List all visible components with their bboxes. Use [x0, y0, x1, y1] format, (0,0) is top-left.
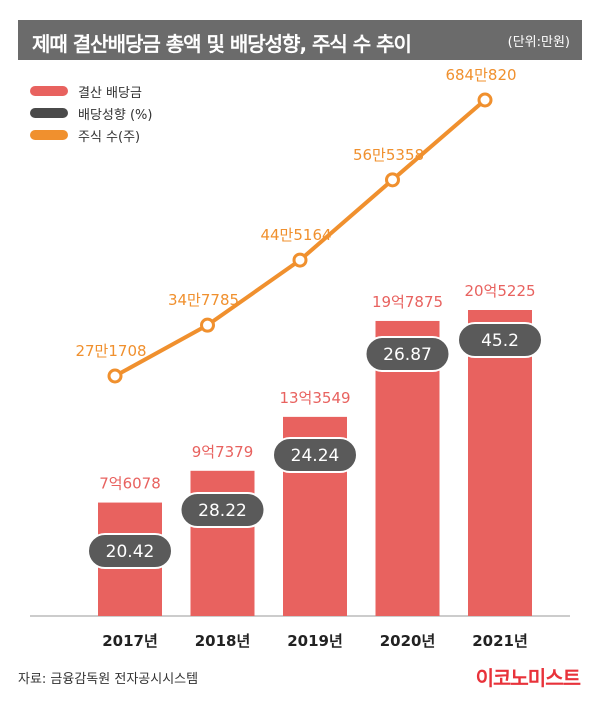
legend-swatch-payout [30, 108, 68, 118]
dividend-value-label: 19억7875 [372, 293, 443, 311]
payout-value-label: 26.87 [383, 345, 432, 365]
x-tick-label: 2018년 [195, 632, 251, 650]
legend-item-payout: 배당성향 (%) [30, 102, 152, 124]
payout-badge [364, 336, 451, 372]
legend-label-dividend: 결산 배당금 [78, 85, 142, 101]
payout-value-label: 28.22 [198, 501, 247, 521]
brand-logo: 이코노미스트 [475, 666, 581, 690]
payout-value-label: 45.2 [481, 331, 519, 351]
dividend-bar [468, 310, 532, 616]
shares-value-label: 684만820 [445, 66, 516, 84]
legend-label-payout: 배당성향 (%) [78, 107, 153, 123]
payout-badge [87, 533, 173, 569]
legend-item-shares: 주식 수(주) [30, 124, 152, 146]
dividend-value-label: 20억5225 [464, 282, 535, 300]
payout-badge [179, 492, 266, 528]
shares-point [477, 92, 493, 108]
x-tick-label: 2021년 [472, 632, 528, 650]
payout-badge [272, 437, 358, 473]
dividend-value-label: 7억6078 [99, 475, 161, 493]
shares-point [292, 252, 308, 268]
dividend-value-label: 9억7379 [192, 443, 254, 461]
chart-title: 제때 결산배당금 총액 및 배당성향, 주식 수 추이 [32, 32, 412, 56]
shares-point [200, 317, 215, 333]
legend-item-dividend: 결산 배당금 [30, 80, 152, 102]
x-tick-label: 2019년 [287, 632, 343, 650]
source-note: 자료: 금융감독원 전자공시시스템 [18, 672, 199, 687]
x-tick-label: 2017년 [102, 632, 158, 650]
legend-swatch-dividend [30, 86, 68, 96]
x-tick-label: 2020년 [380, 632, 436, 650]
payout-value-label: 20.42 [106, 542, 155, 562]
unit-label: (단위:만원) [507, 35, 570, 50]
shares-point [385, 172, 400, 188]
payout-value-label: 24.24 [291, 446, 340, 466]
legend-swatch-shares [30, 130, 68, 140]
shares-value-label: 34만7785 [168, 291, 239, 309]
legend: 결산 배당금 배당성향 (%) 주식 수(주) [30, 80, 152, 146]
legend-label-shares: 주식 수(주) [78, 129, 141, 145]
shares-point [107, 368, 123, 384]
payout-badge [457, 322, 543, 358]
title-bar: 제때 결산배당금 총액 및 배당성향, 주식 수 추이 (단위:만원) [18, 20, 582, 60]
shares-value-label: 56만5358 [353, 146, 424, 164]
shares-value-label: 27만1708 [75, 342, 146, 360]
dividend-value-label: 13억3549 [279, 389, 350, 407]
shares-value-label: 44만5164 [260, 226, 331, 244]
